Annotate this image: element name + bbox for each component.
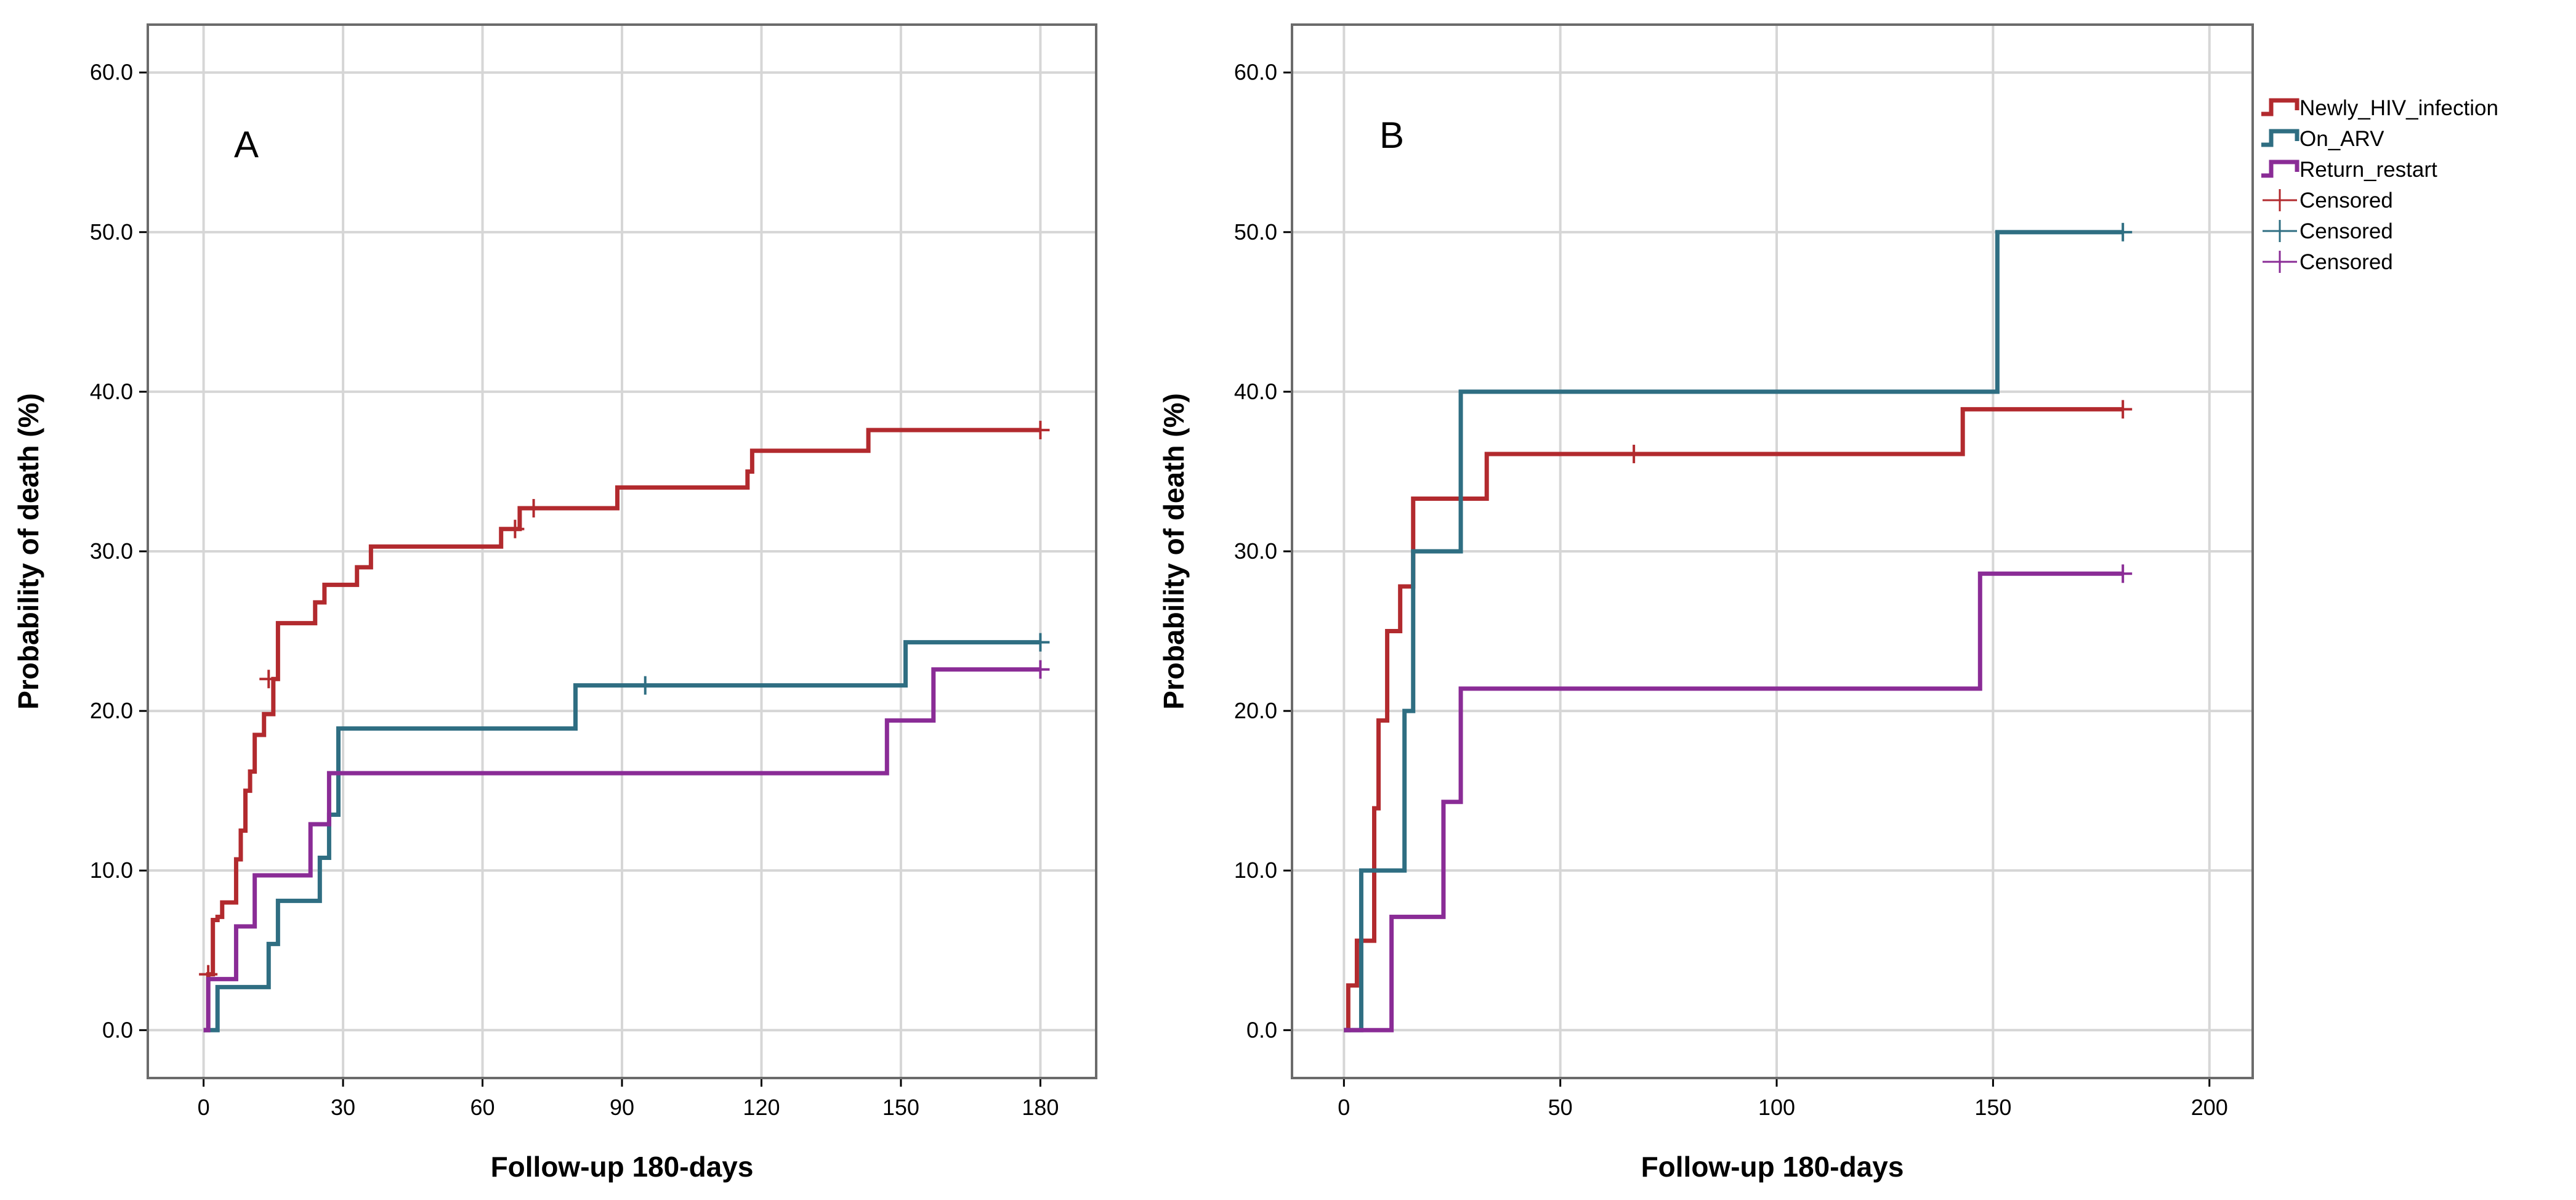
series-line-arv: [203, 640, 1041, 1032]
legend-swatch-newly: [2261, 98, 2299, 116]
y-tick-label: 60.0: [1234, 60, 1277, 85]
y-tick-label: 30.0: [90, 538, 133, 564]
x-tick-label: 0: [198, 1095, 210, 1120]
x-tick-label: 90: [610, 1095, 634, 1120]
y-tick-label: 10.0: [1234, 857, 1277, 883]
x-axis-title: Follow-up 180-days: [491, 1151, 754, 1183]
legend-label: Newly_HIV_infection: [2299, 96, 2498, 120]
y-tick-label: 40.0: [1234, 379, 1277, 404]
x-tick-label: 100: [1758, 1095, 1795, 1120]
panel-b: 0.0 10.0 20.0 30.0 40.0 50.0 60.0 0 50 100 150 200 B…: [1158, 23, 2254, 1183]
panel-label: A: [234, 124, 259, 165]
y-tick-label: 20.0: [1234, 698, 1277, 723]
legend-swatch-restart: [2261, 160, 2299, 178]
y-tick-label: 20.0: [90, 698, 133, 723]
y-tick-label: 60.0: [90, 60, 133, 85]
x-tick-label: 180: [1022, 1095, 1059, 1120]
legend-label: Censored: [2299, 219, 2393, 243]
panel-a: 0.0 10.0 20.0 30.0 40.0 50.0 60.0 0 30 60 90 120 150…: [12, 23, 1097, 1183]
x-tick-label: 30: [331, 1095, 355, 1120]
x-tick-label: 120: [743, 1095, 780, 1120]
x-axis-title: Follow-up 180-days: [1641, 1151, 1904, 1183]
series-line-newly: [1344, 407, 2123, 1032]
y-tick-label: 30.0: [1234, 538, 1277, 564]
legend: Newly_HIV_infection On_ARV Return_restart C…: [2261, 96, 2498, 274]
legend-label: On_ARV: [2299, 127, 2384, 151]
y-tick-label: 50.0: [1234, 219, 1277, 245]
x-tick-label: 60: [470, 1095, 495, 1120]
x-tick-label: 0: [1338, 1095, 1350, 1120]
y-tick-label: 0.0: [1246, 1017, 1277, 1042]
series-line-restart: [1344, 571, 2123, 1032]
legend-label: Censored: [2299, 250, 2393, 274]
x-tick-label: 50: [1548, 1095, 1573, 1120]
plot-frame: [147, 23, 1097, 1079]
series-line-restart: [203, 667, 1041, 1032]
y-axis-title: Probability of death (%): [1158, 393, 1190, 710]
plot-frame: [1291, 23, 2254, 1079]
legend-label: Censored: [2299, 189, 2393, 213]
x-tick-label: 150: [1974, 1095, 2011, 1120]
legend-label: Return_restart: [2299, 158, 2437, 182]
series-line-arv: [1344, 230, 2123, 1032]
legend-swatch-arv: [2261, 129, 2299, 147]
y-tick-label: 10.0: [90, 857, 133, 883]
x-tick-label: 200: [2191, 1095, 2228, 1120]
panel-label: B: [1379, 115, 1404, 156]
y-tick-label: 40.0: [90, 379, 133, 404]
y-tick-label: 0.0: [102, 1017, 133, 1042]
y-tick-label: 50.0: [90, 219, 133, 245]
y-axis-title: Probability of death (%): [12, 393, 44, 710]
x-tick-label: 150: [882, 1095, 919, 1120]
